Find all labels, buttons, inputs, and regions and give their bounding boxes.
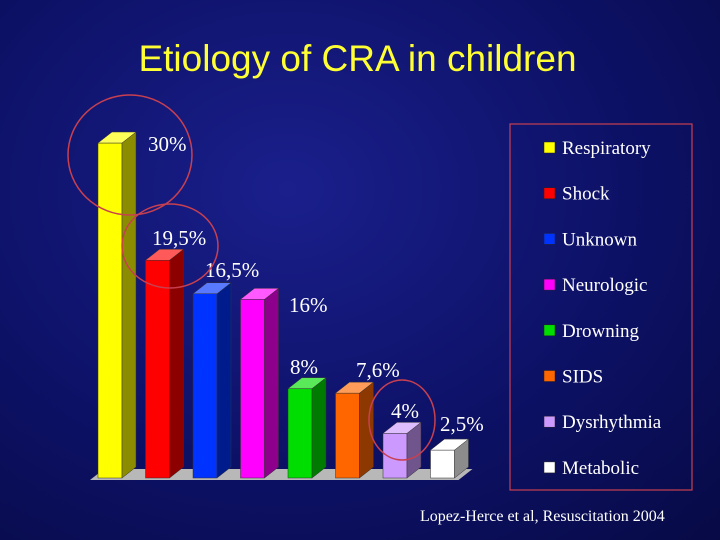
legend-label: Dysrhythmia [562,412,662,433]
legend-label: Neurologic [562,275,647,296]
value-label-drowning: 8% [290,355,318,379]
bar-dysrhythmia [382,421,422,479]
highlight-circle-shock [121,203,219,289]
value-label-sids: 7,6% [356,358,400,382]
bar-front [240,299,265,479]
bar-top [287,377,327,389]
bar-top [429,438,470,451]
legend-item-dysrhythmia: Dysrhythmia [543,412,662,433]
value-label-unknown: 16,5% [205,258,259,282]
value-label-respiratory: 30% [148,132,187,156]
chart-floor [90,469,473,480]
bar-respiratory [97,131,137,479]
legend-label: Metabolic [562,458,639,479]
bar-sids [334,381,375,479]
value-label-shock: 19,5% [152,226,206,250]
source-citation: Lopez-Herce et al, Resuscitation 2004 [420,508,665,525]
legend-swatch [543,370,556,382]
bar-front [145,260,170,479]
legend-label: SIDS [562,367,603,388]
bar-top [382,422,422,434]
bar-top [239,288,280,300]
legend-item-unknown: Unknown [543,229,637,250]
legend-label: Shock [562,184,610,205]
legend-label: Respiratory [562,138,651,159]
legend-swatch [543,187,556,199]
highlight-circle-respiratory [67,94,193,216]
legend-item-shock: Shock [543,184,610,205]
bar-side [121,131,137,479]
bar-neurologic [239,287,280,479]
highlight-circle-dysrhythmia [368,379,436,461]
bars [97,131,470,479]
legend-swatch [543,233,556,245]
bar-shock [144,248,185,479]
value-label-metabolic: 2,5% [440,412,484,436]
bar-side [264,287,279,479]
bar-top [144,249,185,261]
bar-front [430,449,455,479]
bar-unknown [192,282,232,479]
bar-side [169,248,184,479]
legend-box [509,123,693,491]
chart-floor-plane [90,469,473,480]
bar-front [192,293,218,479]
bar-top [334,381,375,394]
bar-top [97,131,137,144]
legend-item-drowning: Drowning [543,321,640,342]
bar-side [216,282,232,479]
legend-swatch [543,278,556,291]
bar-side [359,381,374,479]
legend-item-neurologic: Neurologic [543,275,647,296]
legend-item-respiratory: Respiratory [543,138,651,159]
value-label-neurologic: 16% [289,293,328,317]
legend-item-metabolic: Metabolic [543,458,639,479]
legend-swatch [543,461,556,474]
bar-front [335,392,360,479]
bar-front [97,142,123,479]
legend-label: Unknown [562,229,637,250]
slide-title: Etiology of CRA in children [138,38,577,79]
legend-swatch [543,415,556,428]
bar-side [311,377,327,479]
legend-swatch [543,324,556,337]
bar-front [287,388,313,479]
legend: Respiratory Shock Unknown Neurologic Drownin… [509,123,693,491]
bar-drowning [287,377,327,479]
legend-swatch [543,141,556,154]
highlight-circles [67,94,436,461]
bar-top [192,282,232,294]
value-label-dysrhythmia: 4% [391,399,419,423]
legend-label: Drowning [562,321,640,342]
bar-metabolic [429,438,470,479]
legend-item-sids: SIDS [543,367,603,388]
